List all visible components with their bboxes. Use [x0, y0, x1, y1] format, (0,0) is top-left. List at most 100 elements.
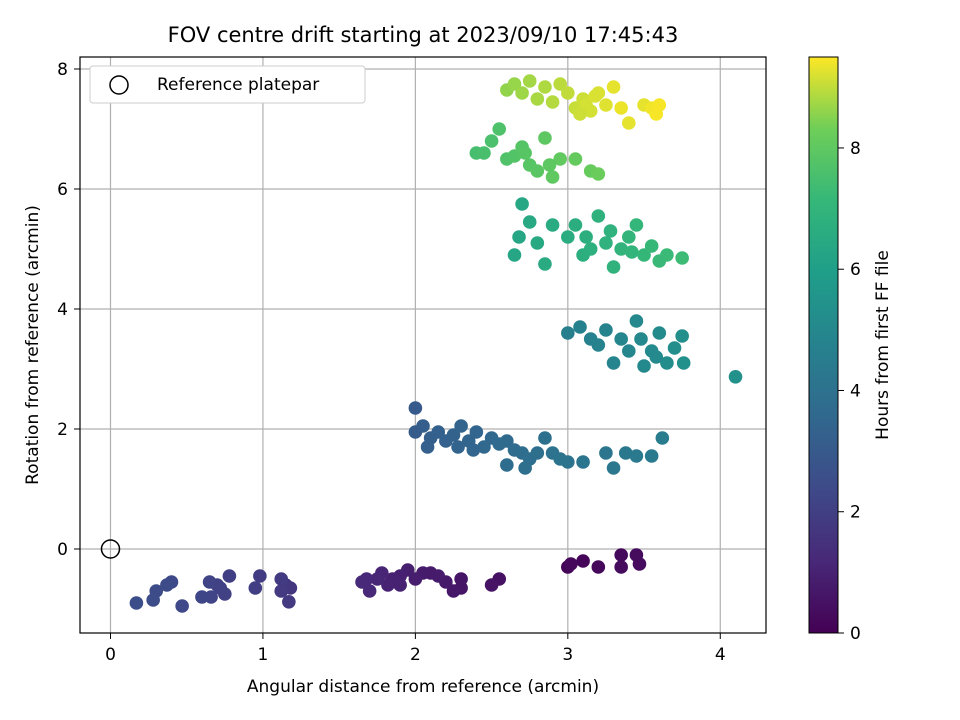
data-point	[431, 569, 446, 583]
data-point	[576, 455, 590, 469]
data-point	[614, 548, 628, 562]
data-point	[381, 578, 395, 592]
y-axis-ticks: 0 2 4 6 8	[57, 60, 80, 560]
data-point	[454, 572, 468, 586]
legend-label: Reference platepar	[157, 75, 319, 95]
colorbar: 0 2 4 6 8 Hours from first FF file	[808, 56, 893, 644]
x-tick-label: 2	[410, 645, 421, 665]
data-point	[545, 218, 560, 232]
data-point	[568, 218, 583, 232]
data-point	[469, 425, 484, 439]
data-point	[359, 572, 374, 586]
data-point	[500, 458, 514, 472]
data-point	[446, 428, 461, 442]
data-point	[484, 134, 499, 148]
data-point	[522, 74, 537, 88]
data-point	[477, 440, 491, 454]
data-point	[545, 95, 560, 109]
x-tick-label: 4	[715, 645, 726, 665]
data-point	[614, 242, 628, 256]
data-point	[591, 338, 606, 352]
data-point	[644, 449, 659, 463]
data-point	[542, 158, 557, 172]
data-point	[591, 209, 606, 223]
data-point	[146, 593, 160, 607]
data-point	[477, 146, 491, 160]
legend-marker	[109, 75, 129, 95]
y-tick-label: 2	[57, 420, 68, 440]
data-point	[675, 251, 689, 265]
data-point	[160, 578, 174, 592]
data-point	[606, 356, 621, 370]
data-point	[618, 446, 633, 460]
data-point	[512, 230, 526, 244]
data-point	[545, 170, 560, 184]
data-point	[175, 599, 189, 613]
data-point	[518, 461, 532, 475]
grid-lines	[80, 57, 766, 633]
data-point	[446, 584, 461, 598]
data-point	[518, 146, 532, 160]
data-point	[492, 122, 507, 136]
data-point	[573, 320, 587, 334]
data-point	[248, 581, 263, 595]
data-point	[451, 440, 465, 454]
x-axis-ticks: 0 1 2 3 4	[105, 633, 726, 665]
data-point	[213, 581, 228, 595]
data-point	[202, 575, 217, 589]
data-point	[253, 569, 267, 583]
data-point	[599, 98, 613, 112]
data-point	[606, 461, 621, 475]
data-point	[561, 230, 575, 244]
data-point	[454, 419, 468, 433]
y-tick-label: 4	[57, 300, 68, 320]
data-point	[500, 434, 514, 448]
data-point	[583, 242, 598, 256]
data-point	[274, 572, 289, 586]
legend: Reference platepar	[89, 65, 366, 104]
data-point	[507, 149, 522, 163]
colorbar-tick-label: 6	[850, 260, 861, 280]
data-point	[420, 440, 435, 454]
colorbar-tick-label: 8	[850, 139, 861, 159]
data-point	[431, 425, 446, 439]
data-point	[507, 77, 522, 91]
legend-box	[89, 65, 366, 104]
data-point	[652, 98, 667, 112]
data-point	[591, 560, 606, 574]
data-point	[579, 230, 593, 244]
data-point	[561, 86, 575, 100]
data-point	[553, 152, 567, 166]
data-point	[629, 218, 644, 232]
data-point	[675, 329, 689, 343]
data-point	[408, 401, 423, 415]
data-point	[568, 152, 583, 166]
data-point	[538, 257, 552, 271]
data-point	[393, 578, 407, 592]
data-point	[274, 584, 289, 598]
data-point	[362, 584, 377, 598]
data-point	[637, 248, 651, 262]
colorbar-label: Hours from first FF file	[873, 250, 893, 440]
data-point	[599, 236, 613, 250]
data-point	[622, 116, 636, 130]
data-point	[614, 332, 628, 346]
data-point	[599, 323, 613, 337]
data-point	[538, 80, 552, 94]
data-point	[522, 215, 537, 229]
data-point	[222, 569, 237, 583]
data-point	[538, 131, 552, 145]
plot-frame	[79, 56, 767, 634]
data-point	[634, 332, 648, 346]
data-point	[530, 92, 545, 106]
reference-platepar-marker	[100, 539, 121, 559]
data-point	[606, 80, 621, 94]
x-tick-label: 1	[258, 645, 269, 665]
data-point	[676, 356, 691, 370]
data-point	[599, 446, 613, 460]
data-point	[622, 230, 636, 244]
data-point	[606, 260, 621, 274]
data-point	[573, 107, 587, 121]
data-point	[507, 248, 522, 262]
